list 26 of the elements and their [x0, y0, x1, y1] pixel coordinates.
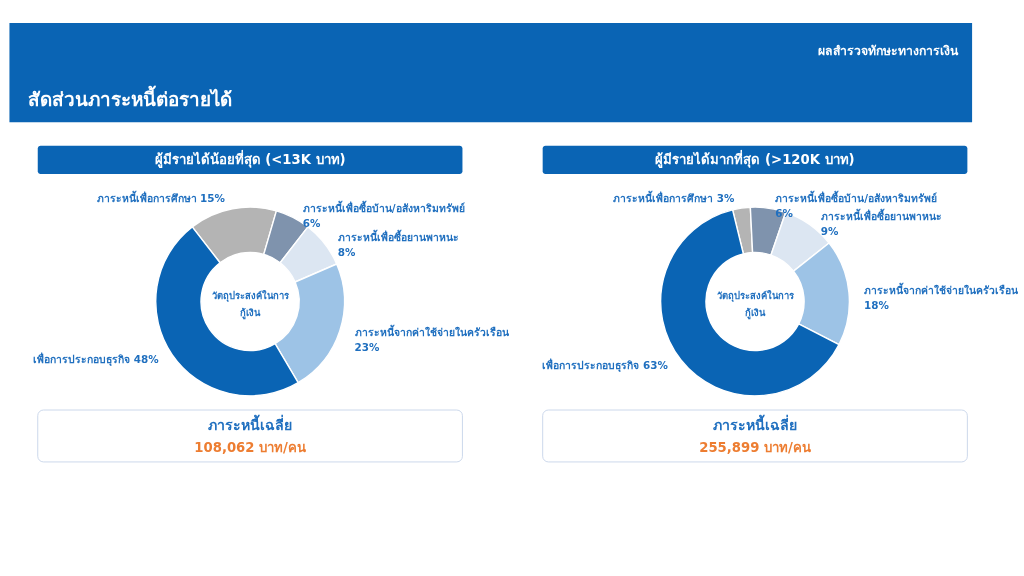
slice-label: เพื่อการประกอบธุรกิจ 48% — [33, 351, 160, 367]
data-label: 9% — [820, 224, 839, 237]
data-label: 18% — [864, 299, 890, 312]
slice-label: ภาระหนี้เพื่อการศึกษา 15% — [96, 190, 226, 205]
data-label: 23% — [354, 341, 380, 354]
slice-label: ภาระหนี้เพื่อซื้อยานพาหนะ — [820, 207, 942, 222]
chart-title: ผู้มีรายได้มากที่สุด (>120K บาท) — [655, 148, 855, 168]
slice-label: ภาระหนี้เพื่อซื้อบ้าน/อสังหาริมทรัพย์ — [775, 189, 938, 204]
data-label: 6% — [302, 216, 322, 229]
slice-label: เพื่อการประกอบธุรกิจ 63% — [542, 357, 669, 373]
slice-label: ภาระหนี้จากค่าใช้จ่ายในครัวเรือน — [864, 282, 1020, 297]
text: สัดส่วนภาระหนี้ต่อรายได้ — [28, 85, 233, 111]
text: ภาระหนี้เฉลี่ย — [713, 413, 798, 433]
slice-label: ภาระหนี้เพื่อซื้อบ้าน/อสังหาริมทรัพย์ — [302, 199, 465, 214]
text: วัตถุประสงค์ในการ กู้เงิน — [211, 289, 290, 320]
data-label: 8% — [337, 245, 356, 258]
text: ภาระหนี้เฉลี่ย — [208, 413, 293, 433]
slice-label: ภาระหนี้เพื่อการศึกษา 3% — [613, 189, 735, 204]
slice-label: ภาระหนี้จากค่าใช้จ่ายในครัวเรือน — [354, 324, 510, 339]
chart-title: ผู้มีรายได้น้อยที่สุด (<13K บาท) — [154, 148, 346, 168]
data-label: 6% — [775, 206, 794, 219]
text: วัตถุประสงค์ในการ กู้เงิน — [716, 289, 795, 320]
text: 108,062 บาท/คน — [194, 439, 306, 455]
text: ผลสำรวจทักษะทางการเงิน — [817, 44, 959, 59]
slice-label: ภาระหนี้เพื่อซื้อยานพาหนะ — [337, 228, 459, 243]
text: 255,899 บาท/คน — [699, 439, 811, 455]
